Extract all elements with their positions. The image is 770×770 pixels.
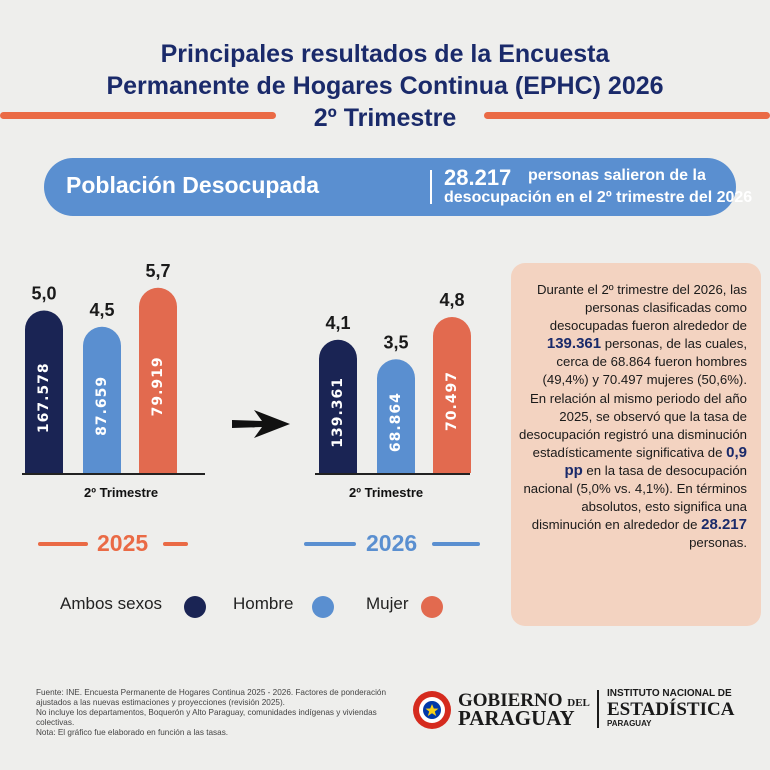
bar-2025-mujer (139, 287, 177, 473)
summary-text-1: Durante el 2º trimestre del 2026, las pe… (536, 282, 747, 334)
legend-dot-mujer (421, 596, 443, 618)
summary-number-3: 28.217 (701, 516, 747, 534)
legend-label-hombre: Hombre (233, 594, 294, 613)
paraguay-seal-icon (413, 691, 451, 729)
rate-label-2025-mujer: 5,7 (145, 261, 170, 281)
title-line-2: Permanente de Hogares Continua (EPHC) 20… (106, 72, 664, 100)
source-line-3: Nota: El gráfico fue elaborado en funció… (36, 728, 229, 737)
bar-2026-mujer (433, 317, 471, 473)
year-label-2026: 2026 (366, 530, 418, 556)
ine-logo-line-2: ESTADÍSTICA (607, 699, 735, 720)
category-label-2026: 2º Trimestre (349, 485, 424, 500)
bar-2025-ambos (25, 310, 63, 473)
legend-dot-ambos (184, 596, 206, 618)
year-line-2025-left (38, 542, 88, 546)
ine-logo-line-1: INSTITUTO NACIONAL DE (607, 688, 732, 699)
summary-number-2: 0,9 pp (564, 443, 747, 479)
bar-value-label-2025-mujer: 79.919 (150, 356, 166, 416)
source-note: Fuente: INE. Encuesta Permanente de Hoga… (36, 688, 396, 738)
bar-value-label-2026-hombre: 68.864 (388, 392, 404, 452)
rate-label-2025-hombre: 4,5 (89, 300, 114, 320)
bar-value-label-2026-mujer: 70.497 (444, 371, 460, 431)
ine-logo-line-3: PARAGUAY (607, 719, 652, 728)
legend-dot-hombre (312, 596, 334, 618)
banner-title: Población Desocupada (66, 172, 320, 198)
gov-logo-line-1: GOBIERNO DEL (458, 690, 590, 712)
summary-text-3: En relación al mismo periodo del año 202… (519, 390, 747, 460)
year-line-2026-left (304, 542, 356, 546)
rate-label-2025-ambos: 5,0 (31, 284, 56, 304)
summary-number-1: 139.361 (546, 335, 602, 353)
title-line-3: 2º Trimestre (313, 104, 457, 132)
bar-2025-hombre (83, 326, 121, 473)
summary-paragraph: Durante el 2º trimestre del 2026, las pe… (519, 281, 747, 552)
year-label-2025: 2025 (97, 530, 149, 556)
summary-banner: Población Desocupada 28.217 personas sal… (44, 158, 752, 216)
banner-number: 28.217 (444, 165, 512, 190)
gov-word: GOBIERNO (458, 690, 563, 711)
bar-2026-hombre (377, 359, 415, 473)
legend-label-mujer: Mujer (366, 594, 409, 613)
bar-value-label-2025-ambos: 167.578 (36, 362, 52, 433)
banner-text-2: desocupación en el 2º trimestre del 2026 (444, 189, 753, 206)
year-line-2025-right (163, 542, 188, 546)
legend-label-ambos: Ambos sexos (60, 594, 163, 613)
bar-2026-ambos (319, 339, 357, 473)
source-line-2: No incluye los departamentos, Boquerón y… (36, 708, 377, 727)
gov-logo-line-2: PARAGUAY (458, 706, 575, 730)
title-line-right (484, 112, 770, 119)
banner-text-1: personas salieron de la (528, 167, 706, 184)
arrow-right-icon (232, 410, 290, 438)
gov-del: DEL (567, 697, 590, 709)
title-line-left (0, 112, 276, 119)
rate-label-2026-hombre: 3,5 (383, 332, 408, 352)
bar-value-label-2025-hombre: 87.659 (94, 376, 110, 436)
summary-text-2: personas, de las cuales, cerca de 68.864… (542, 336, 747, 388)
summary-text-box: Durante el 2º trimestre del 2026, las pe… (511, 263, 761, 626)
summary-text-5: personas. (689, 535, 747, 551)
banner-divider (430, 170, 432, 204)
summary-text-4: en la tasa de desocupación nacional (5,0… (523, 462, 747, 533)
bar-value-label-2026-ambos: 139.361 (330, 377, 346, 448)
year-line-2026-right (432, 542, 480, 546)
category-label-2025: 2º Trimestre (84, 485, 159, 500)
title-line-1: Principales resultados de la Encuesta (160, 40, 610, 68)
source-line-1: Fuente: INE. Encuesta Permanente de Hoga… (36, 688, 387, 707)
page-title: Principales resultados de la Encuesta Pe… (0, 38, 770, 134)
rate-label-2026-mujer: 4,8 (439, 290, 464, 310)
logo-divider (597, 690, 599, 728)
rate-label-2026-ambos: 4,1 (325, 313, 350, 333)
